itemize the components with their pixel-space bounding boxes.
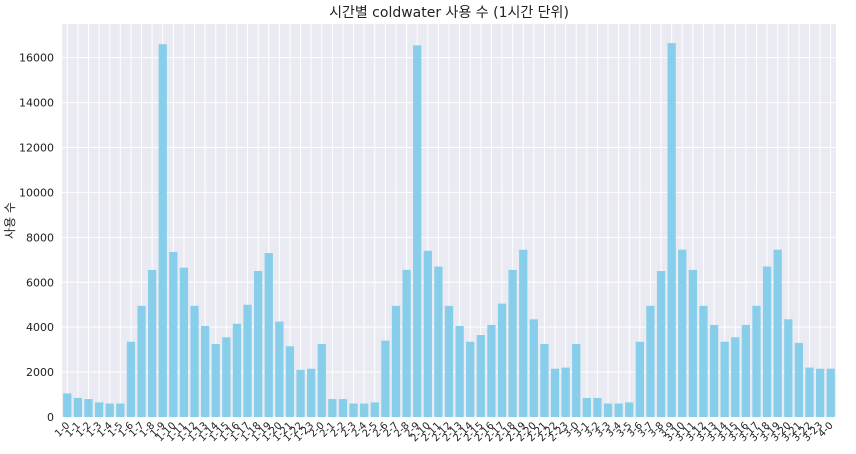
bar-1-10 [169,251,178,417]
y-tick-label: 4000 [26,321,54,334]
y-tick-label: 2000 [26,366,54,379]
bar-2-18 [508,269,517,417]
bar-3-18 [762,266,772,417]
bar-1-15 [222,337,231,417]
bar-2-2 [338,399,348,417]
bar-3-0 [572,344,581,417]
bar-3-17 [752,305,761,417]
bar-1-14 [211,344,220,417]
bar-1-2 [84,399,93,417]
bar-1-13 [201,326,210,417]
bar-1-8 [147,269,157,417]
bar-1-0 [63,393,72,417]
bar-3-11 [688,269,697,417]
bar-1-6 [126,341,136,417]
bar-2-8 [402,269,411,417]
bar-3-10 [678,249,687,417]
bar-3-19 [773,249,782,417]
bar-2-23 [561,367,570,417]
bar-1-9 [158,44,167,418]
bar-1-17 [243,304,252,417]
bar-2-13 [455,326,464,417]
bar-3-15 [731,337,740,417]
bar-3-9 [667,43,676,418]
bar-2-0 [317,344,326,417]
bar-1-1 [73,397,83,417]
bar-2-7 [391,305,401,417]
bar-2-22 [550,368,560,417]
y-axis-ticks: 0 2000 4000 6000 8000 10000 12000 14000 16000 [19,52,54,424]
bar-3-13 [709,324,719,417]
bar-2-9 [413,45,422,417]
bars [63,43,835,418]
bar-1-11 [179,267,189,417]
bar-2-16 [487,324,496,417]
bar-3-6 [635,341,644,417]
bar-1-22 [296,369,305,417]
x-axis-ticks: 1-01-11-21-31-41-51-61-71-81-91-101-111-… [53,420,836,444]
bar-3-22 [805,367,814,417]
y-axis-label: 사용 수 [3,202,17,239]
bar-2-6 [381,340,390,417]
bar-3-7 [646,305,655,417]
bar-2-10 [423,250,432,417]
bar-1-20 [275,321,284,417]
y-tick-label: 16000 [19,52,54,65]
y-tick-label: 14000 [19,97,54,110]
bar-1-4 [105,403,114,417]
bar-1-3 [94,402,104,417]
bar-3-8 [656,271,666,417]
bar-3-21 [794,342,804,417]
bar-2-20 [529,319,538,417]
bar-2-3 [349,403,358,417]
bar-4-0 [826,368,835,417]
bar-3-20 [784,319,793,417]
bar-2-21 [540,344,549,417]
bar-3-4 [614,403,623,417]
bar-2-14 [466,341,475,417]
y-tick-label: 0 [47,411,54,424]
bar-1-23 [307,368,316,417]
bar-2-1 [328,399,337,417]
bar-1-18 [254,271,263,417]
bar-1-12 [190,305,199,417]
bar-2-5 [370,402,379,417]
bar-2-11 [434,266,443,417]
y-tick-label: 12000 [19,142,54,155]
bar-3-2 [593,397,602,417]
y-tick-label: 10000 [19,186,54,199]
chart-title: 시간별 coldwater 사용 수 (1시간 단위) [329,5,569,21]
bar-2-4 [360,403,369,417]
bar-1-5 [116,403,125,417]
bar-1-21 [285,346,295,417]
bar-3-23 [815,368,825,417]
y-tick-label: 8000 [26,231,54,244]
bar-3-14 [720,341,729,417]
bar-3-1 [582,397,591,417]
bar-3-12 [699,305,708,417]
y-tick-label: 6000 [26,276,54,289]
bar-3-16 [741,324,751,417]
bar-1-16 [232,323,242,417]
bar-1-19 [264,253,273,417]
bar-2-19 [519,249,528,417]
bar-3-5 [625,402,634,417]
bar-3-3 [603,403,613,417]
bar-1-7 [137,305,146,417]
bar-2-15 [476,335,485,417]
bar-2-17 [497,303,507,417]
bar-2-12 [444,305,454,417]
